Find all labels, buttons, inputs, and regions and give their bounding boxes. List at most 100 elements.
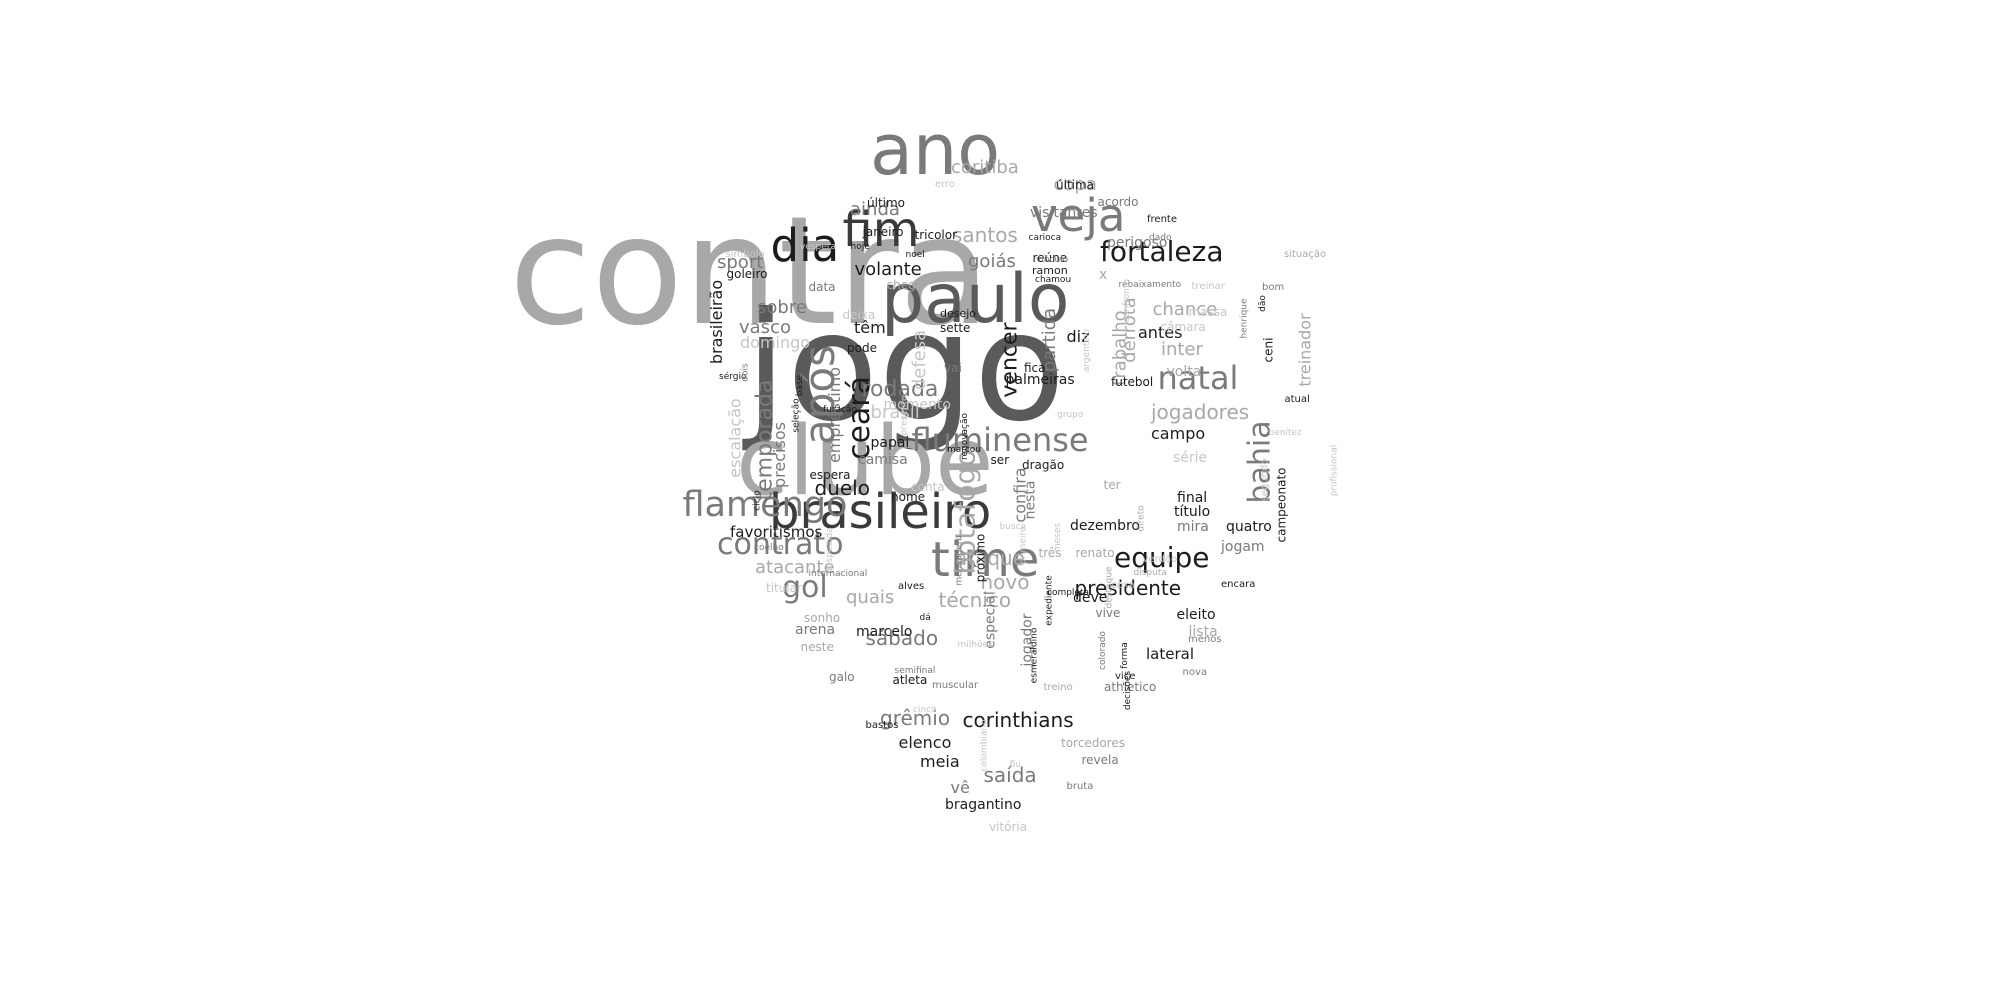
word-cloud-word: deve [1073, 590, 1108, 606]
word-cloud-word: deixa [842, 308, 876, 322]
word-cloud-word: colombiano [979, 718, 990, 772]
word-cloud-word: situação [1284, 249, 1327, 260]
word-cloud-word: massa [1188, 305, 1228, 319]
word-cloud-word: lista [1188, 624, 1218, 640]
word-cloud-word: rebaixamento [1118, 279, 1182, 290]
word-cloud-word: coxa [1111, 580, 1135, 591]
word-cloud-word: time [931, 532, 1040, 588]
word-cloud-word: santos [952, 223, 1018, 247]
word-cloud-word: bruta [1066, 781, 1094, 792]
word-cloud-word: volante [854, 259, 922, 280]
word-cloud-word: esmeraldino [1029, 627, 1040, 683]
word-cloud-word: reúne [1032, 251, 1068, 265]
word-cloud-word: grêmio [880, 706, 951, 730]
word-cloud-word: torcedores [1061, 736, 1125, 750]
word-cloud-word: arena [795, 622, 836, 638]
word-cloud-word: coritiba [951, 157, 1019, 178]
word-cloud-word: meses [1052, 522, 1063, 552]
word-cloud-word: equipe [1114, 541, 1210, 574]
word-cloud-word: campo [1151, 424, 1206, 443]
word-cloud-word: acordo [1097, 195, 1139, 209]
word-cloud-word: dá [919, 612, 931, 623]
word-cloud-word: flu [1009, 759, 1021, 770]
word-cloud-word: encara [1221, 579, 1256, 590]
word-cloud-word: marcou [947, 444, 981, 455]
word-cloud-word: técnico [938, 588, 1012, 612]
word-cloud-word: volta [1166, 364, 1202, 380]
word-cloud-word: véspera [800, 241, 837, 252]
word-cloud-word: presidente [1074, 576, 1182, 600]
word-cloud-word: vive [1095, 606, 1121, 620]
word-cloud-word: paulo [881, 260, 1070, 339]
word-cloud-word: vê [950, 778, 970, 797]
word-cloud-word: defesa [909, 329, 931, 391]
word-cloud-word: diz [1066, 327, 1090, 346]
word-cloud-word: ainda [850, 199, 900, 220]
word-cloud-word: camisa [858, 452, 908, 468]
word-cloud-word: ciclo [752, 489, 763, 511]
word-cloud-word: empréstimo [825, 366, 845, 464]
word-cloud-word: contra [509, 185, 991, 359]
word-cloud-word: chance [1152, 299, 1218, 320]
word-cloud-word: papai [870, 435, 910, 451]
word-cloud-word: lateral [1146, 644, 1194, 663]
word-cloud-word: treinador [1295, 313, 1315, 387]
word-cloud-word: espera [809, 468, 851, 482]
word-cloud-word: título [1174, 504, 1211, 520]
word-cloud-word: forma [1119, 641, 1130, 669]
word-cloud-word: última [1056, 178, 1095, 192]
word-cloud-word: primeiro [1018, 526, 1029, 564]
word-cloud-word: disputa [1133, 567, 1167, 578]
word-cloud-word: próximo [972, 533, 987, 583]
word-cloud-word: verdão [1142, 554, 1178, 565]
word-cloud-word: segundo [1258, 458, 1270, 502]
word-cloud-word: menos [1188, 634, 1222, 645]
word-cloud-word: cinco [913, 704, 937, 715]
word-cloud-word: completa [1047, 587, 1090, 598]
word-cloud-word: atual [1284, 394, 1310, 405]
word-cloud-word: neste [800, 640, 834, 654]
word-cloud-word: chega [886, 278, 924, 292]
word-cloud-word: momento [883, 397, 951, 413]
word-cloud-word: colorado [1097, 630, 1108, 670]
word-cloud-word: ceni [1260, 337, 1275, 363]
word-cloud-word: perigoso [1107, 235, 1168, 251]
word-cloud-word: confronto [1121, 278, 1132, 322]
word-cloud-word: muscular [932, 680, 979, 691]
word-cloud-word: decisões [1122, 670, 1133, 710]
word-cloud-word: chamou [1035, 274, 1072, 285]
word-cloud-word: goleiro [726, 267, 768, 281]
word-cloud-word: vice [1115, 671, 1136, 682]
word-cloud-word: rodada [861, 377, 939, 402]
word-cloud-word: têm [854, 318, 886, 337]
word-cloud-word: nesta [1021, 480, 1038, 520]
word-cloud-word: partida [1039, 307, 1061, 373]
word-cloud-word: mira [1177, 519, 1209, 535]
word-cloud-word: nova [1182, 667, 1208, 678]
word-cloud-word: fluminense [911, 421, 1089, 459]
word-cloud-word: natal [1157, 359, 1239, 397]
word-cloud-word: bastos [865, 720, 899, 731]
word-cloud-word: inter [1161, 339, 1203, 360]
word-cloud-word: sábado [865, 626, 939, 650]
word-cloud-word: favoritismos [730, 522, 823, 541]
word-cloud-word: dão [1257, 294, 1268, 312]
word-cloud-word: quatro [1226, 519, 1272, 535]
word-cloud-word: janeiro [862, 225, 904, 239]
word-cloud-word: sonho [804, 611, 841, 625]
word-cloud-word: futebol [1111, 375, 1154, 389]
word-cloud-word: vai [944, 361, 962, 375]
word-cloud-word: domingo [740, 333, 811, 352]
word-cloud-word: câmara [1160, 320, 1206, 334]
word-cloud-word: milhões [957, 639, 993, 650]
word-cloud-word: direto [1136, 504, 1147, 532]
word-cloud-word: ser [990, 453, 1010, 467]
word-cloud-word: três [1038, 546, 1062, 560]
word-cloud-word: fica [1024, 361, 1046, 375]
word-cloud-word: flamengo [682, 484, 848, 525]
word-cloud-word: ataque [955, 546, 1026, 570]
word-cloud-word: clube [736, 406, 994, 517]
word-cloud-word: vasco [739, 317, 791, 338]
word-cloud-word: marcelo [856, 624, 913, 640]
